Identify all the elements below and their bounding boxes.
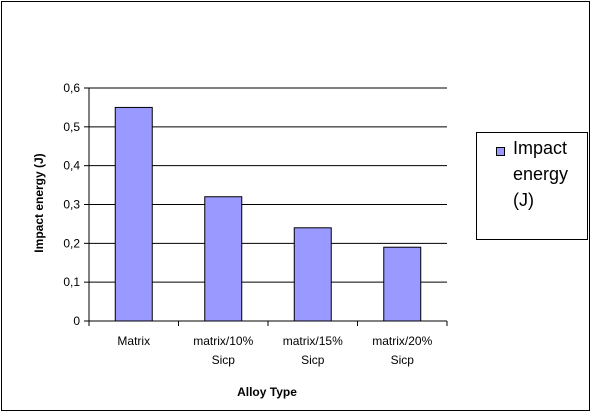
x-tick-labels: Matrix matrix/10% Sicp matrix/15% Sicp matrix… [117, 334, 432, 367]
y-tick-label: 0,5 [63, 120, 80, 134]
legend-swatch [496, 147, 505, 156]
y-tick-label: 0,3 [63, 198, 80, 212]
x-tick-label: Matrix [117, 334, 150, 348]
x-axis-title: Alloy Type [237, 385, 297, 399]
y-tick-label: 0,1 [63, 275, 80, 289]
legend-label: Impact energy (J) [513, 138, 569, 210]
x-tick-label: matrix/15% Sicp [283, 334, 343, 367]
y-tick-label: 0,6 [63, 81, 80, 95]
bar [204, 196, 243, 322]
y-tick-label: 0 [73, 314, 80, 328]
y-tick-label: 0,2 [63, 236, 80, 250]
x-tick-label: matrix/20% Sicp [372, 334, 432, 367]
bars [114, 106, 422, 322]
y-tick-labels: 0 0,1 0,2 0,3 0,4 0,5 0,6 [63, 81, 80, 328]
axes [84, 87, 448, 326]
y-axis-title: Impact energy (J) [32, 153, 46, 252]
x-tick-label: matrix/10% Sicp [193, 334, 253, 367]
legend: Impact energy (J) [476, 132, 588, 240]
bar [383, 246, 422, 322]
bar [293, 227, 332, 322]
bar [114, 106, 153, 322]
y-tick-label: 0,4 [63, 159, 80, 173]
